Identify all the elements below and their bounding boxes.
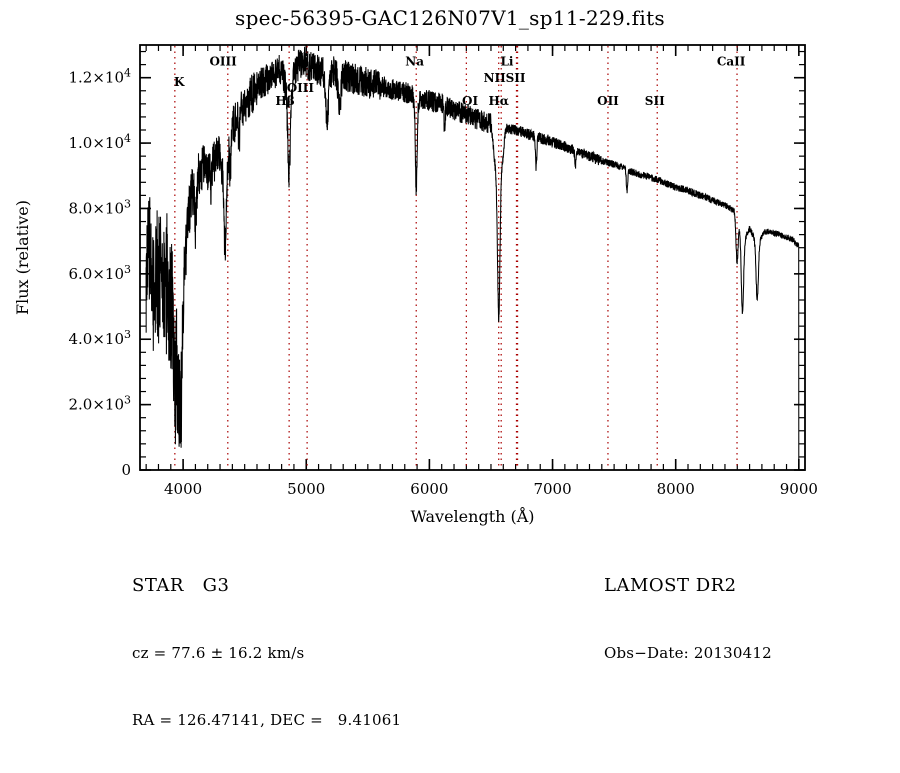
coordinates-text: RA = 126.47141, DEC = 9.41061 [132, 711, 402, 729]
x-tick-label: 9000 [780, 480, 818, 498]
spectral-line-label-K: K [174, 75, 185, 89]
x-tick-label: 7000 [533, 480, 571, 498]
plot-frame [139, 44, 806, 471]
y-tick-label: 0 [121, 461, 131, 479]
obs-date-text: Obs−Date: 20130412 [604, 644, 772, 662]
plot-border [139, 44, 806, 471]
spectral-line-label-OII: OII [597, 94, 619, 108]
minor-ticks-group [140, 45, 805, 471]
spectral-line-label-OIII: OIII [287, 81, 315, 95]
spectral-line-label-Na: Na [405, 54, 424, 68]
spectrum-plot-page: spec-56395-GAC126N07V1_sp11-229.fits K OI… [13, 6, 818, 729]
y-tick-labels: 0 2.0×103 4.0×103 6.0×103 8.0×103 1.0×104 1.2×… [68, 67, 131, 479]
page-title: spec-56395-GAC126N07V1_sp11-229.fits [235, 6, 665, 30]
y-tick-label: 1.0×104 [68, 132, 131, 152]
flux-curve [145, 46, 800, 471]
spectral-line-label-Li: Li [500, 54, 513, 68]
y-tick-label: 6.0×103 [68, 263, 131, 283]
y-axis-title: Flux (relative) [13, 200, 32, 315]
spectral-line-label-OIII: OIII [209, 54, 237, 68]
x-axis-title: Wavelength (Å) [410, 506, 534, 526]
x-tick-label: 4000 [164, 480, 202, 498]
spectral-line-label-SII: SII [645, 94, 665, 108]
footer-right-block: LAMOST DR2 Obs−Date: 20130412 [604, 533, 772, 706]
object-type-text: STAR G3 [132, 575, 230, 596]
spectral-line-label-SII: SII [506, 71, 526, 85]
footer-left-block: STAR G3 cz = 77.6 ± 16.2 km/s RA = 126.4… [132, 533, 401, 773]
y-tick-label: 1.2×104 [68, 67, 131, 87]
y-tick-label: 8.0×103 [68, 197, 131, 217]
spectral-line-label-OI: OI [462, 94, 478, 108]
survey-text: LAMOST DR2 [604, 575, 737, 596]
x-tick-label: 8000 [657, 480, 695, 498]
axis-titles: Wavelength (Å) Flux (relative) [13, 200, 535, 526]
velocity-text: cz = 77.6 ± 16.2 km/s [132, 644, 305, 662]
y-tick-label: 2.0×103 [68, 394, 131, 414]
x-tick-label: 6000 [410, 480, 448, 498]
spectral-line-label-H: Hα [488, 94, 509, 108]
spectral-line-label-H: Hβ [275, 94, 294, 108]
x-tick-labels: 4000 5000 6000 7000 8000 9000 [164, 480, 818, 498]
x-tick-label: 5000 [287, 480, 325, 498]
spectral-line-label-CaII: CaII [717, 54, 746, 68]
spectral-line-label-NII: NII [484, 71, 507, 85]
y-tick-label: 4.0×103 [68, 328, 131, 348]
spectrum-trace [145, 46, 800, 471]
